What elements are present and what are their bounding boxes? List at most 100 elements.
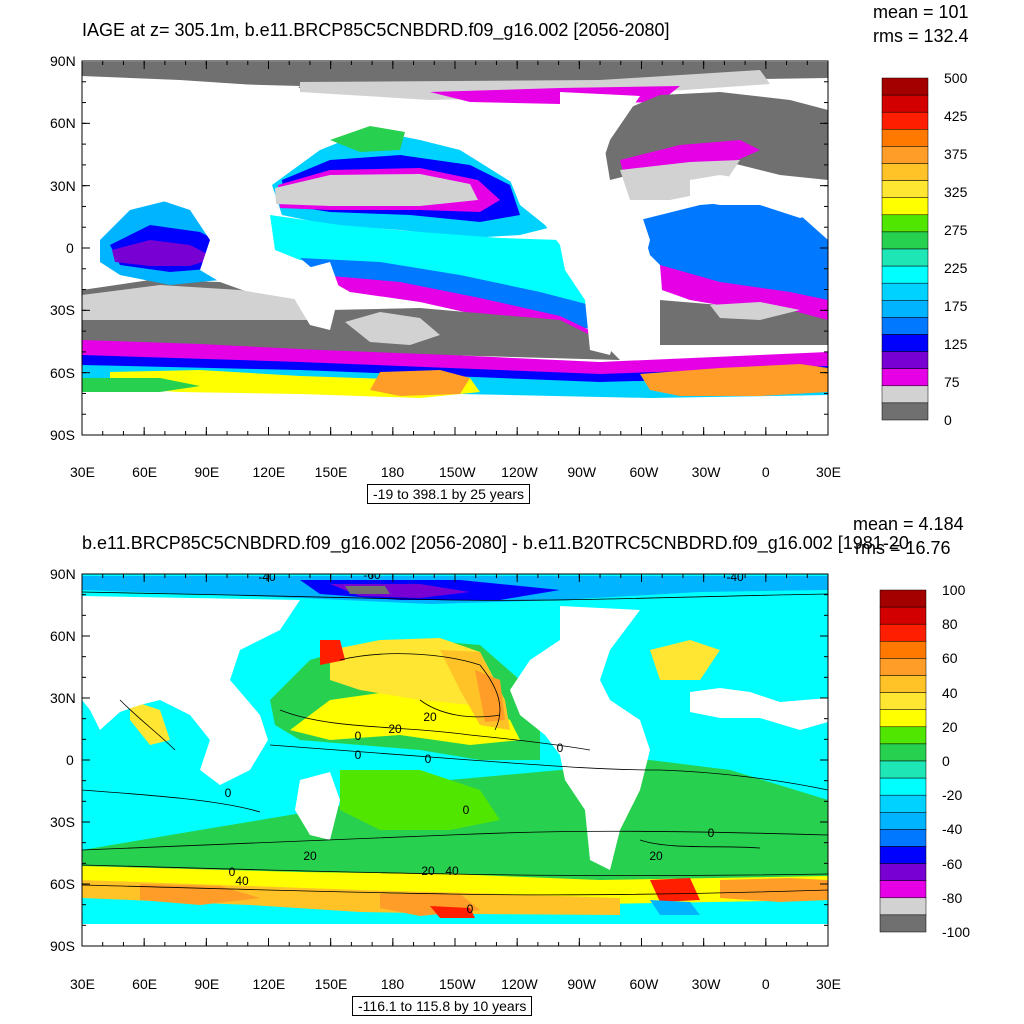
top-colorbar-swatch (881, 146, 929, 164)
bottom-colorbar-swatch (879, 760, 927, 779)
contour-label: 0 (425, 752, 432, 766)
lat-tick-label: 60N (50, 115, 76, 132)
lon-tick-label: 60W (629, 464, 659, 480)
lon-tick-label: 30W (691, 976, 721, 992)
bottom-colorbar-swatch (879, 914, 927, 933)
top-colorbar-swatch (881, 317, 929, 335)
top-colorbar-swatch (881, 265, 929, 284)
contour-label: 20 (423, 710, 437, 724)
contour-label: 0 (229, 865, 236, 879)
lat-tick-label: 0 (66, 240, 74, 256)
bottom-colorbar-swatch (879, 880, 927, 899)
bottom-map-ticks (81, 573, 829, 947)
top-map-ticks (81, 60, 829, 436)
contour-label: 40 (445, 864, 459, 878)
lon-tick-label: 150E (314, 464, 348, 480)
bottom-colorbar-swatch (879, 641, 927, 659)
bottom-colorbar-swatch (879, 726, 927, 745)
top-colorbar-swatch (881, 402, 929, 421)
bottom-colorbar-swatch (879, 658, 927, 676)
top-colorbar-swatch (881, 163, 929, 181)
bottom-colorbar (879, 589, 927, 933)
lat-tick-label: 60S (50, 876, 75, 892)
lat-tick-label: 90S (50, 427, 75, 443)
bottom-colorbar-swatch (879, 897, 927, 916)
lat-tick-label: 60S (50, 364, 75, 381)
top-colorbar-swatch (881, 180, 929, 198)
bottom-colorbar-label: 80 (942, 616, 958, 633)
top-colorbar-label: 125 (944, 336, 968, 352)
lat-tick-label: 30N (50, 690, 76, 706)
lon-tick-label: 90E (194, 976, 220, 992)
top-colorbar-swatch (881, 282, 929, 301)
lon-tick-label: 120W (501, 976, 538, 992)
top-colorbar-swatch (881, 111, 929, 130)
top-colorbar-swatch (881, 334, 929, 352)
top-colorbar-swatch (881, 368, 929, 387)
lat-tick-label: 30S (50, 814, 75, 830)
top-colorbar-swatch (881, 197, 929, 216)
lon-tick-label: 60E (132, 464, 158, 480)
lon-tick-label: 90E (194, 464, 220, 480)
lat-tick-label: 30S (50, 302, 75, 319)
lat-tick-label: 0 (66, 752, 74, 768)
lat-tick-label: 90N (50, 566, 76, 582)
contour-label: 0 (355, 748, 362, 762)
lat-tick-label: 60N (50, 628, 76, 644)
top-colorbar-swatch (881, 351, 929, 369)
lon-tick-label: 180 (380, 464, 405, 480)
lon-tick-label: 30E (816, 976, 841, 992)
lon-tick-label: 30E (70, 976, 95, 992)
top-map-field (82, 62, 828, 435)
contour-label: 0 (463, 803, 470, 817)
top-colorbar-swatch (881, 385, 929, 404)
bottom-colorbar-swatch (879, 623, 927, 642)
contour-label: 0 (708, 826, 715, 840)
lon-tick-label: 150W (439, 976, 476, 992)
top-map-title: IAGE at z= 305.1m, b.e11.BRCP85C5CNBDRD.… (82, 20, 670, 40)
top-colorbar-label: 75 (944, 374, 960, 390)
top-colorbar (881, 77, 929, 421)
bottom-colorbar-label: -100 (942, 924, 971, 940)
bottom-range-label: -116.1 to 115.8 by 10 years (352, 996, 533, 1016)
top-colorbar-swatch (881, 300, 929, 318)
bottom-colorbar-swatch (879, 692, 927, 710)
bottom-colorbar-swatch (879, 777, 927, 796)
bottom-colorbar-label: -80 (942, 889, 963, 906)
bottom-colorbar-swatch (879, 743, 927, 762)
lon-tick-label: 30E (816, 464, 841, 480)
bottom-colorbar-swatch (879, 606, 927, 625)
bottom-colorbar-label: 0 (942, 753, 950, 769)
lon-tick-label: 30E (70, 464, 95, 480)
bottom-colorbar-swatch (879, 589, 927, 608)
top-range-label: -19 to 398.1 by 25 years (367, 484, 530, 504)
lon-tick-label: 150W (439, 464, 476, 480)
bottom-mean-stat: mean = 4.184 (853, 514, 964, 534)
contour-label: 0 (355, 729, 362, 743)
lat-tick-label: 30N (50, 177, 76, 194)
top-colorbar-label: 375 (944, 146, 968, 162)
contour-label: 0 (557, 741, 564, 755)
top-colorbar-label: 325 (944, 184, 968, 200)
bottom-colorbar-swatch (879, 812, 927, 830)
top-colorbar-label: 275 (944, 222, 968, 238)
lat-tick-label: 90N (50, 53, 76, 69)
bottom-colorbar-swatch (879, 829, 927, 847)
top-colorbar-label: 500 (944, 70, 968, 86)
lon-tick-label: 90W (567, 464, 597, 480)
contour-label: -40 (258, 570, 276, 584)
top-colorbar-label: 425 (944, 108, 968, 124)
top-map-panel (81, 60, 829, 436)
contour-label: 0 (225, 786, 232, 800)
top-colorbar-swatch (881, 129, 929, 147)
bottom-colorbar-swatch (879, 863, 927, 881)
lon-tick-label: 90W (567, 976, 597, 992)
bottom-map-title: b.e11.BRCP85C5CNBDRD.f09_g16.002 [2056-2… (82, 533, 909, 553)
lon-tick-label: 120E (252, 976, 286, 992)
top-colorbar-swatch (881, 248, 929, 267)
lon-tick-label: 120W (501, 464, 538, 480)
contour-label: -40 (726, 570, 744, 584)
